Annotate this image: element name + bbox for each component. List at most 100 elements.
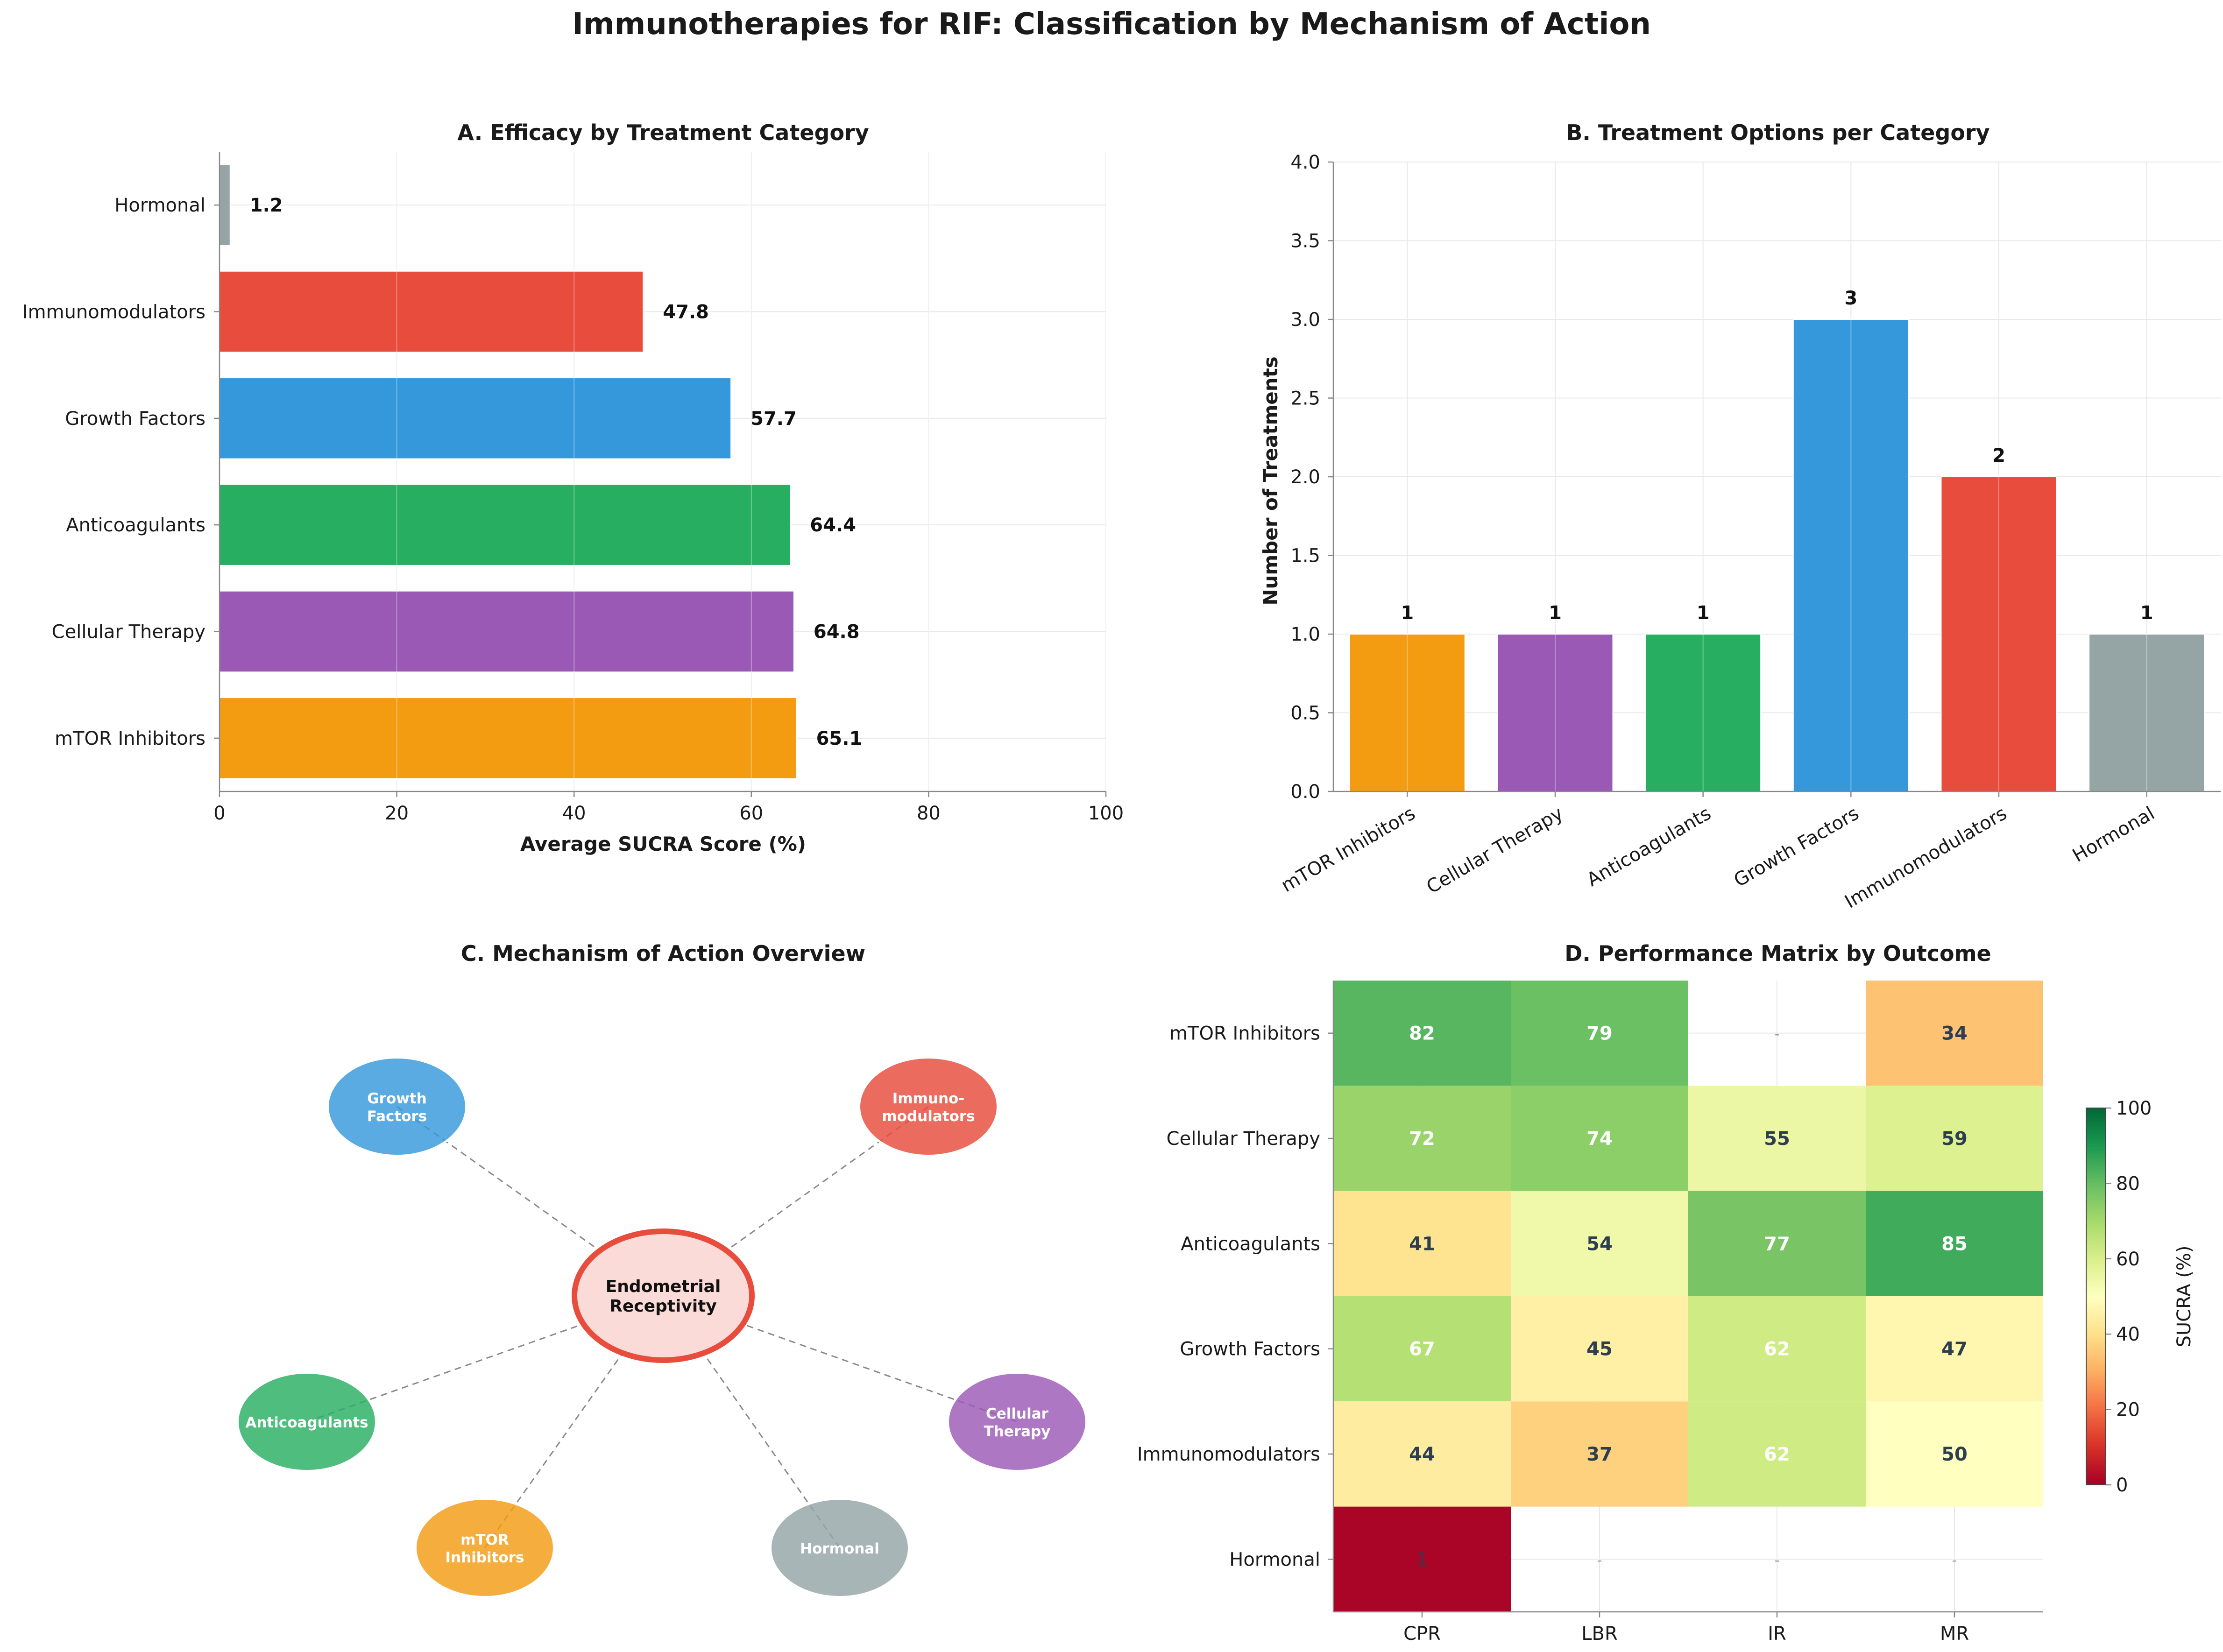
panel-d-cell-value: 62: [1764, 1339, 1790, 1360]
panel-d-heatmap-cell: [1688, 1191, 1866, 1296]
panel-b-value-label: 1: [1401, 602, 1414, 624]
panel-d-cell-value: 37: [1586, 1444, 1613, 1465]
panel-d-heatmap-cell: [1688, 1296, 1866, 1402]
panel-d-row-label: Hormonal: [1229, 1549, 1320, 1570]
panel-d-colorbar-tick-label: 80: [2116, 1173, 2140, 1194]
panel-d-colorbar-tick-label: 100: [2116, 1098, 2152, 1119]
panel-a-bar: [219, 484, 791, 566]
panel-a-y-tick-label: Hormonal: [114, 195, 205, 216]
panel-c-node-label: Hormonal: [800, 1540, 879, 1557]
panel-b-x-tick-label: Growth Factors: [1730, 803, 1862, 891]
panel-d-heatmap-cell: [1333, 1506, 1511, 1612]
panel-b-y-tick-label: 1.5: [1290, 545, 1320, 567]
panel-b-treatment-count-chart: B. Treatment Options per Category Number…: [1259, 120, 2221, 913]
panel-d-cell-value: 54: [1586, 1233, 1613, 1255]
figure-title: Immunotherapies for RIF: Classification …: [572, 7, 1651, 42]
panel-d-heatmap-cell: [1866, 1086, 2043, 1191]
panel-a-value-label: 64.8: [814, 621, 860, 643]
panel-b-y-tick-label: 0.0: [1290, 781, 1320, 803]
panel-a-x-tick-label: 20: [385, 803, 409, 824]
panel-d-row-label: Anticoagulants: [1181, 1233, 1320, 1255]
panel-b-value-label: 1: [1697, 602, 1710, 624]
panel-d-cell-value: 77: [1764, 1233, 1790, 1255]
panel-d-column-label: CPR: [1403, 1623, 1441, 1645]
panel-d-missing-value: -: [1597, 1552, 1602, 1568]
panel-b-y-tick-label: 2.5: [1290, 388, 1320, 409]
panel-d-cell-value: 82: [1409, 1023, 1435, 1045]
panel-b-value-label: 2: [1992, 445, 2005, 466]
panel-d-colorbar-tick-label: 0: [2116, 1475, 2128, 1496]
panel-d-heatmap-cell: [1688, 1086, 1866, 1191]
panel-b-bar: [1349, 634, 1465, 792]
panel-d-row-label: Immunomodulators: [1137, 1444, 1320, 1465]
panel-d-heatmap-cell: [1511, 1086, 1688, 1191]
panel-d-title: D. Performance Matrix by Outcome: [1565, 941, 1991, 966]
panel-c-title: C. Mechanism of Action Overview: [461, 941, 865, 966]
panel-d-cell-value: 74: [1586, 1128, 1613, 1150]
panel-d-colorbar: [2086, 1108, 2106, 1485]
panel-d-cell-value: 67: [1409, 1339, 1435, 1360]
panel-a-x-tick-label: 40: [562, 803, 586, 824]
panel-d-missing-value: -: [1952, 1552, 1957, 1568]
panel-d-heatmap-cell: [1333, 1401, 1511, 1507]
panel-d-row-label: mTOR Inhibitors: [1169, 1023, 1320, 1045]
panel-a-y-tick-label: mTOR Inhibitors: [55, 728, 205, 749]
panel-a-value-label: 47.8: [663, 302, 709, 323]
panel-d-cell-value: 47: [1941, 1339, 1968, 1360]
panel-a-x-axis-label: Average SUCRA Score (%): [520, 833, 806, 855]
panel-d-heatmap-cell: [1333, 1086, 1511, 1191]
panel-a-bar: [219, 377, 732, 459]
panel-d-performance-heatmap: D. Performance Matrix by Outcome 82 79 - 34…: [1137, 941, 2195, 1645]
panel-d-cell-value: 50: [1941, 1444, 1968, 1465]
panel-b-bar: [1497, 634, 1614, 792]
panel-c-node: [237, 1372, 377, 1472]
panel-d-cell-value: 44: [1409, 1444, 1435, 1465]
panel-d-heatmap-cell: [1333, 1296, 1511, 1402]
panel-c-node-label: Inhibitors: [446, 1549, 524, 1566]
panel-a-y-tick-label: Anticoagulants: [66, 515, 205, 536]
panel-d-colorbar-label: SUCRA (%): [2173, 1245, 2195, 1347]
panel-d-cell-value: 59: [1941, 1128, 1968, 1150]
panel-d-row-label: Cellular Therapy: [1167, 1128, 1320, 1150]
panel-a-x-tick-label: 0: [213, 803, 225, 824]
panel-c-center-label: Endometrial: [606, 1277, 721, 1296]
panel-a-bar: [219, 270, 644, 353]
panel-a-value-label: 1.2: [250, 195, 283, 216]
panel-a-y-tick-label: Growth Factors: [65, 408, 205, 430]
panel-d-heatmap-cell: [1866, 981, 2043, 1086]
panel-d-cell-value: 1: [1416, 1549, 1429, 1570]
panel-c-node-label: Cellular: [986, 1405, 1049, 1422]
panel-d-heatmap-cell: [1333, 1191, 1511, 1296]
panel-d-cell-value: 79: [1586, 1023, 1613, 1045]
panel-d-heatmap-cell: [1866, 1401, 2043, 1507]
panel-d-cell-value: 62: [1764, 1444, 1790, 1465]
panel-c-mechanism-diagram: C. Mechanism of Action Overview Endometr…: [237, 941, 1087, 1598]
panel-c-node-label: Anticoagulants: [245, 1414, 368, 1431]
panel-c-node: [327, 1057, 467, 1157]
panel-c-node: [858, 1057, 998, 1157]
panel-b-value-label: 1: [2140, 602, 2153, 624]
panel-b-y-tick-label: 4.0: [1290, 152, 1320, 173]
panel-b-value-label: 1: [1549, 602, 1562, 624]
panel-d-column-label: MR: [1940, 1623, 1969, 1645]
panel-b-title: B. Treatment Options per Category: [1566, 120, 1989, 145]
panel-a-bar: [219, 697, 797, 779]
panel-b-y-axis-label: Number of Treatments: [1259, 356, 1282, 605]
panel-c-node: [415, 1498, 555, 1598]
panel-d-cell-value: 34: [1941, 1023, 1968, 1045]
panel-b-bar: [2088, 634, 2205, 792]
panel-b-x-tick-label: Anticoagulants: [1583, 803, 1715, 891]
panel-c-node: [770, 1498, 910, 1598]
panel-a-efficacy-chart: A. Efficacy by Treatment Category Averag…: [22, 120, 1124, 855]
panel-a-y-tick-label: Cellular Therapy: [52, 621, 205, 643]
panel-d-heatmap-cell: [1511, 1191, 1688, 1296]
panel-b-x-tick-label: Hormonal: [2069, 803, 2159, 867]
panel-b-y-tick-label: 3.5: [1290, 231, 1320, 252]
panel-d-cell-value: 41: [1409, 1233, 1435, 1255]
panel-a-value-label: 57.7: [750, 408, 797, 430]
panel-d-cell-value: 55: [1764, 1128, 1790, 1150]
panel-a-x-tick-label: 80: [917, 803, 941, 824]
panel-d-cell-value: 72: [1409, 1128, 1435, 1150]
panel-c-node-label: modulators: [882, 1108, 975, 1125]
